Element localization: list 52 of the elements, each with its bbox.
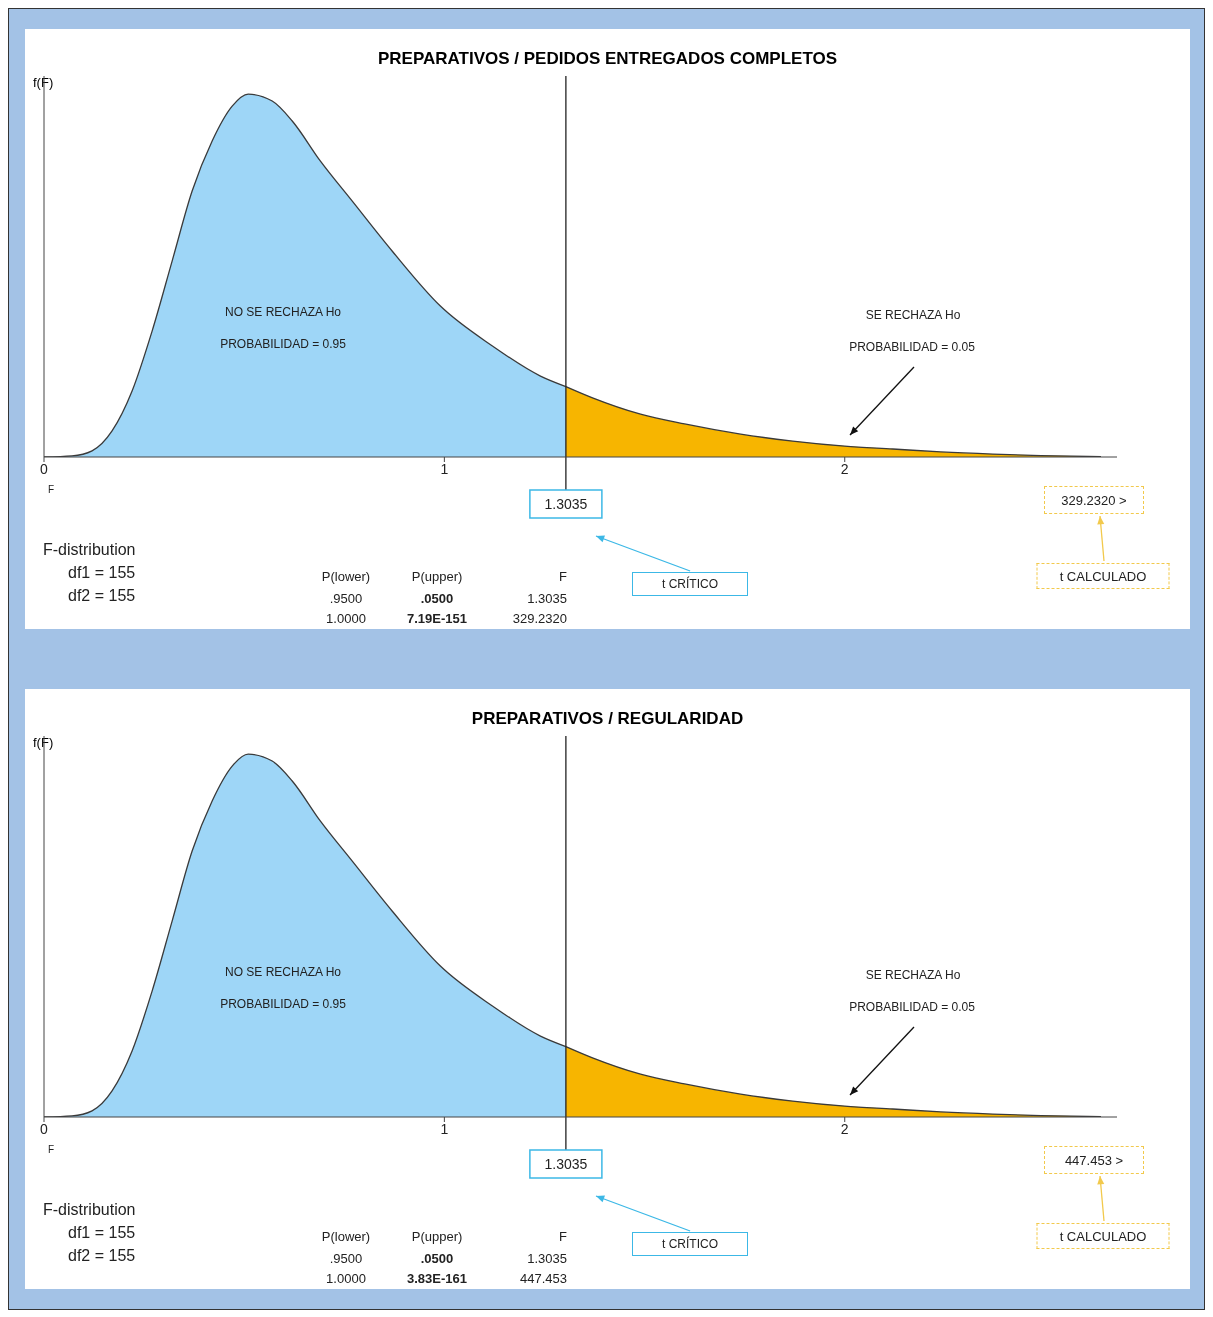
text: df1 = 155	[68, 1224, 136, 1242]
text: .9500	[329, 591, 363, 606]
text: t CALCULADO	[1036, 563, 1170, 589]
annotation: PROBABILIDAD = 0.05	[849, 340, 975, 354]
text: .0500	[420, 1251, 454, 1266]
text: F	[559, 569, 567, 584]
text: P(lower)	[321, 1229, 371, 1244]
x-tick-label: 0	[40, 1120, 49, 1137]
annotation: PROBABILIDAD = 0.95	[220, 997, 346, 1011]
text: 1.0000	[326, 1271, 366, 1286]
text: df2 = 155	[68, 1247, 136, 1265]
x-tick-label: 0	[40, 460, 49, 477]
text: df1 = 155	[68, 564, 136, 582]
x-axis-title: F	[48, 1144, 55, 1155]
chart-title: PREPARATIVOS / PEDIDOS ENTREGADOS COMPLETOS	[376, 49, 839, 69]
text: .0500	[420, 591, 454, 606]
text: F	[559, 1229, 567, 1244]
text: 447.453 >	[1044, 1146, 1144, 1174]
text: P(lower)	[321, 569, 371, 584]
text: 1.0000	[326, 611, 366, 626]
text: t CALCULADO	[1036, 1223, 1170, 1249]
chart-title: PREPARATIVOS / REGULARIDAD	[470, 709, 745, 729]
text: F-distribution	[43, 1201, 136, 1219]
x-tick-label: 1	[440, 1120, 449, 1137]
x-tick-label: 2	[840, 460, 849, 477]
text: t CRÍTICO	[632, 572, 748, 596]
annotation: PROBABILIDAD = 0.95	[220, 337, 346, 351]
ref-line-label: 1.3035	[544, 1156, 588, 1172]
text: 329.2320	[512, 611, 567, 626]
annotation: PROBABILIDAD = 0.05	[849, 1000, 975, 1014]
text: P(upper)	[411, 569, 463, 584]
text: P(upper)	[411, 1229, 463, 1244]
ref-line-label: 1.3035	[544, 496, 588, 512]
x-tick-label: 1	[440, 460, 449, 477]
text: 329.2320 >	[1044, 486, 1144, 514]
text: 7.19E-151	[407, 611, 467, 626]
annotation: NO SE RECHAZA Ho	[224, 965, 342, 979]
y-axis-title: f(F)	[33, 75, 54, 90]
annotation: NO SE RECHAZA Ho	[224, 305, 342, 319]
y-axis-title: f(F)	[33, 735, 54, 750]
text: df2 = 155	[68, 587, 136, 605]
x-axis-title: F	[48, 484, 55, 495]
text: 3.83E-161	[407, 1271, 467, 1286]
text: t CRÍTICO	[632, 1232, 748, 1256]
text: F-distribution	[43, 541, 136, 559]
text: 1.3035	[527, 1251, 567, 1266]
text: .9500	[329, 1251, 363, 1266]
text: 447.453	[520, 1271, 567, 1286]
text: 1.3035	[527, 591, 567, 606]
annotation: SE RECHAZA Ho	[865, 308, 961, 322]
annotation: SE RECHAZA Ho	[865, 968, 961, 982]
x-tick-label: 2	[840, 1120, 849, 1137]
